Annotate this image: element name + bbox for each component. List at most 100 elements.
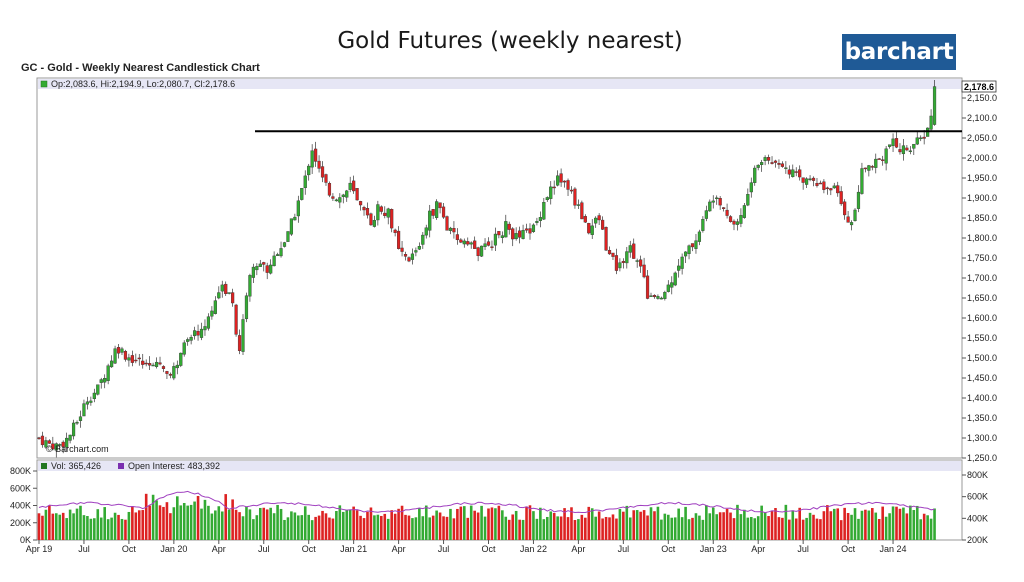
candle-body xyxy=(390,209,394,229)
candle-body xyxy=(331,196,335,199)
volume-bar xyxy=(79,505,82,540)
candle-body xyxy=(587,223,591,234)
candle-body xyxy=(473,240,477,249)
volume-bar xyxy=(732,518,736,540)
candle-body xyxy=(690,243,695,248)
candle-body xyxy=(310,150,314,168)
volume-bar xyxy=(559,516,563,540)
volume-bar xyxy=(283,519,286,540)
candle-body xyxy=(61,441,65,448)
volume-bar xyxy=(594,516,597,540)
candle-body xyxy=(127,357,131,361)
volume-bar xyxy=(746,517,750,540)
volume-bar xyxy=(431,515,435,540)
volume-bar xyxy=(877,519,881,540)
candle-body xyxy=(715,197,719,200)
candle-body xyxy=(338,197,342,203)
candle-body xyxy=(739,215,743,224)
candle-body xyxy=(154,361,159,367)
candle-body xyxy=(275,254,280,256)
volume-bar xyxy=(338,505,342,540)
candle-body xyxy=(732,220,736,225)
volume-bar xyxy=(718,512,722,540)
volume-bar xyxy=(82,515,86,540)
candle-body xyxy=(262,262,266,265)
candle-body xyxy=(307,165,311,176)
price-tick-label: 1,400.0 xyxy=(967,393,997,403)
last-price-label: 2,178.6 xyxy=(964,82,994,92)
volume-bar xyxy=(44,509,48,540)
volume-bar xyxy=(611,514,615,540)
chart-title: GC - Gold - Weekly Nearest Candlestick C… xyxy=(21,62,260,74)
volume-bar xyxy=(687,519,691,540)
price-tick-label: 1,300.0 xyxy=(967,433,997,443)
volume-bar xyxy=(442,516,445,540)
volume-bar xyxy=(566,517,570,540)
volume-bar xyxy=(504,516,508,540)
candle-body xyxy=(552,186,556,189)
candle-body xyxy=(659,297,663,300)
volume-bar xyxy=(438,512,442,540)
volume-bar xyxy=(549,511,553,540)
candle-body xyxy=(51,443,55,450)
volume-bar xyxy=(909,505,912,540)
volume-bar xyxy=(279,508,283,540)
candle-body xyxy=(210,310,214,317)
candle-body xyxy=(829,188,833,191)
candle-body xyxy=(110,360,114,368)
volume-bar xyxy=(196,495,200,540)
volume-bar xyxy=(51,513,55,540)
volume-bar xyxy=(874,512,878,540)
candle-body xyxy=(206,316,211,329)
volume-bar xyxy=(902,507,905,540)
candle-body xyxy=(639,259,643,267)
candle-body xyxy=(47,440,51,444)
volume-bar xyxy=(891,506,895,540)
volume-bar xyxy=(341,511,345,540)
candle-body xyxy=(912,143,916,149)
candle-body xyxy=(898,149,902,153)
volume-bar xyxy=(72,513,75,540)
candle-body xyxy=(798,169,802,178)
volume-bar xyxy=(255,515,259,540)
volume-bars xyxy=(37,493,936,540)
volume-bar xyxy=(207,505,210,540)
volume-bar xyxy=(369,507,373,540)
watermark: © Barchart.com xyxy=(46,444,109,454)
volume-bar xyxy=(220,511,224,540)
volume-bar xyxy=(867,510,871,540)
volume-bar xyxy=(884,516,888,540)
candle-body xyxy=(652,295,657,298)
volume-bar xyxy=(404,514,407,540)
candle-body xyxy=(175,364,179,369)
volume-bar xyxy=(881,506,884,540)
volume-bar xyxy=(137,510,141,540)
candle-body xyxy=(279,248,283,257)
candle-body xyxy=(632,243,636,259)
candle-body xyxy=(500,235,504,238)
candle-body xyxy=(289,218,294,235)
candle-body xyxy=(172,366,176,379)
volume-bar xyxy=(739,514,743,540)
volume-bar xyxy=(269,507,272,540)
candle-body xyxy=(625,251,629,264)
volume-bar xyxy=(694,513,698,540)
volume-bar xyxy=(573,520,577,540)
volume-bar xyxy=(708,513,712,540)
volume-bar xyxy=(134,512,138,540)
candle-body xyxy=(448,227,453,231)
candle-body xyxy=(358,201,363,206)
volume-bar xyxy=(922,513,926,540)
volume-bar xyxy=(819,519,822,540)
volume-bar xyxy=(158,505,162,540)
candle-body xyxy=(123,351,128,360)
volume-bar xyxy=(297,515,300,540)
candle-body xyxy=(673,272,677,286)
volume-bar xyxy=(580,514,584,540)
volume-bar xyxy=(214,510,217,540)
candle-body xyxy=(161,366,166,369)
volume-bar xyxy=(359,515,362,540)
volume-tick-label: 0K xyxy=(20,535,31,545)
candle-body xyxy=(725,209,729,216)
candle-body xyxy=(431,209,435,216)
